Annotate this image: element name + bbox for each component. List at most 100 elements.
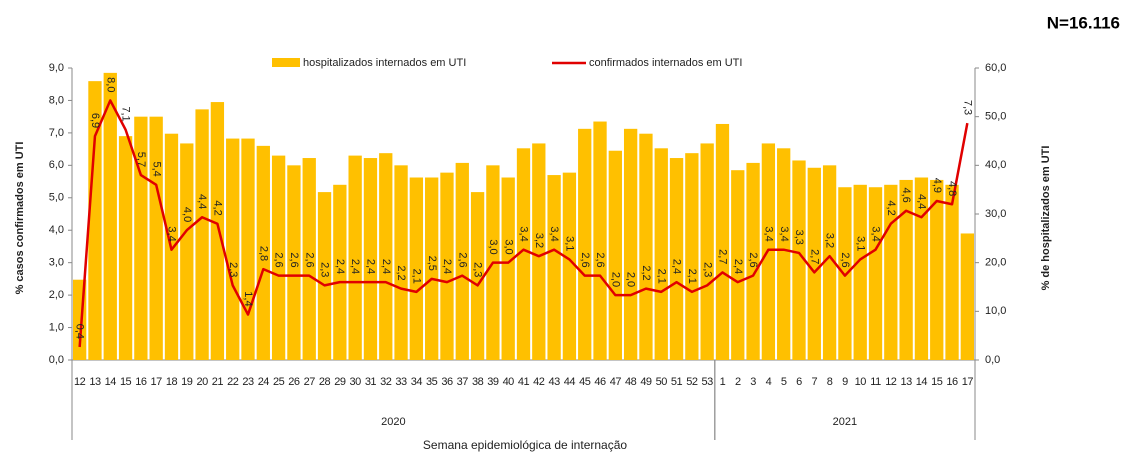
x-tick-label: 31 (365, 376, 377, 388)
bar (226, 138, 240, 360)
bar (838, 187, 852, 360)
data-label: 3,4 (548, 226, 560, 241)
y2-tick-label: 20,0 (985, 257, 1006, 269)
x-tick-label: 20 (196, 376, 208, 388)
y2-tick-label: 40,0 (985, 159, 1006, 171)
data-label: 4,0 (181, 207, 193, 222)
data-label: 2,0 (609, 272, 621, 287)
data-label: 1,4 (242, 291, 254, 306)
x-tick-label: 41 (518, 376, 530, 388)
bar (807, 167, 821, 360)
data-label: 6,9 (89, 113, 101, 128)
data-label: 2,4 (732, 259, 744, 274)
x-tick-label: 9 (842, 376, 848, 388)
x-tick-label: 23 (242, 376, 254, 388)
bar (654, 148, 668, 360)
data-label: 3,1 (854, 236, 866, 251)
x-tick-label: 17 (151, 376, 163, 388)
y2-axis-title: % de hospitalizados em UTI (1040, 146, 1052, 291)
x-tick-label: 52 (686, 376, 698, 388)
y-tick-label: 0,0 (49, 354, 64, 366)
x-tick-label: 4 (766, 376, 772, 388)
x-tick-label: 27 (304, 376, 316, 388)
x-tick-label: 50 (656, 376, 668, 388)
data-label: 2,7 (717, 249, 729, 264)
bar (669, 158, 684, 360)
data-label: 2,4 (365, 259, 377, 274)
data-label: 2,4 (349, 259, 361, 274)
data-label: 0,4 (74, 324, 86, 339)
data-label: 2,6 (747, 252, 759, 267)
bar (731, 170, 745, 360)
bar (470, 192, 485, 360)
x-tick-label: 22 (227, 376, 239, 388)
x-tick-label: 7 (811, 376, 817, 388)
bar (777, 148, 791, 360)
data-label: 2,6 (839, 252, 851, 267)
bar (180, 143, 194, 360)
bar (256, 145, 270, 360)
bar (868, 187, 883, 360)
data-label: 2,4 (380, 259, 392, 274)
data-label: 4,4 (916, 194, 928, 209)
x-tick-label: 24 (258, 376, 270, 388)
bar (195, 109, 209, 360)
bar (685, 153, 699, 360)
data-label: 2,2 (640, 265, 652, 280)
bar (409, 177, 424, 360)
data-label: 4,2 (885, 200, 897, 215)
bar (532, 143, 546, 360)
data-label: 2,4 (671, 259, 683, 274)
x-tick-label: 2 (735, 376, 741, 388)
data-label: 4,2 (211, 200, 223, 215)
data-label: 2,1 (686, 269, 698, 284)
x-tick-label: 10 (855, 376, 867, 388)
x-tick-label: 43 (548, 376, 560, 388)
data-label: 2,4 (441, 259, 453, 274)
x-tick-label: 39 (487, 376, 499, 388)
y2-tick-label: 10,0 (985, 305, 1006, 317)
data-label: 4,4 (196, 194, 208, 209)
bar (562, 172, 577, 360)
x-tick-label: 16 (135, 376, 147, 388)
bar (425, 177, 439, 360)
y-tick-label: 8,0 (49, 94, 64, 106)
x-tick-label: 44 (564, 376, 576, 388)
y-tick-label: 1,0 (49, 321, 64, 333)
data-label: 5,7 (135, 152, 147, 167)
data-label: 2,7 (808, 249, 820, 264)
x-tick-label: 6 (796, 376, 802, 388)
bar (394, 165, 408, 360)
bar (302, 158, 316, 360)
x-tick-label: 30 (350, 376, 362, 388)
data-label: 3,4 (870, 226, 882, 241)
x-tick-label: 47 (610, 376, 622, 388)
chart-title: N=16.116 (1047, 13, 1120, 32)
data-label: 3,4 (518, 226, 530, 241)
y-tick-label: 4,0 (49, 224, 64, 236)
data-label: 7,3 (961, 100, 973, 115)
x-tick-label: 16 (946, 376, 958, 388)
data-label: 2,3 (319, 262, 331, 277)
bar (853, 184, 867, 360)
data-label: 2,1 (410, 269, 422, 284)
bar (593, 121, 607, 361)
bar (516, 148, 531, 360)
x-tick-label: 28 (319, 376, 331, 388)
y2-tick-label: 0,0 (985, 354, 1000, 366)
y2-tick-label: 50,0 (985, 111, 1006, 123)
data-label: 3,1 (564, 236, 576, 251)
legend-label: confirmados internados em UTI (589, 57, 742, 69)
data-label: 2,6 (303, 252, 315, 267)
bar (623, 128, 638, 360)
x-tick-label: 5 (781, 376, 787, 388)
x-tick-label: 48 (625, 376, 637, 388)
group-label: 2021 (833, 416, 857, 428)
data-label: 7,1 (120, 106, 132, 121)
bar (287, 165, 301, 360)
y-tick-label: 5,0 (49, 192, 64, 204)
y-tick-label: 9,0 (49, 62, 64, 74)
data-label: 2,6 (288, 252, 300, 267)
bar (578, 128, 592, 360)
bar (440, 172, 454, 360)
